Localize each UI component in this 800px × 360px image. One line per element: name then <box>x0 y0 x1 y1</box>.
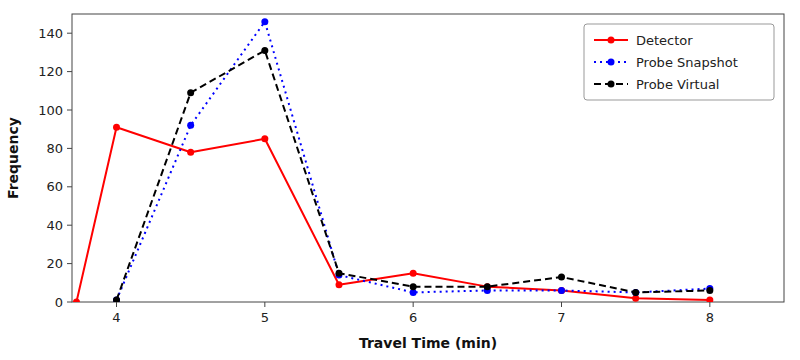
data-point <box>113 297 120 302</box>
data-point <box>632 289 639 296</box>
y-tick-label: 40 <box>46 218 63 233</box>
plot-frame <box>72 14 784 302</box>
data-point <box>484 283 491 290</box>
x-axis: 4 5 6 7 8 <box>112 302 714 325</box>
y-tick <box>67 110 72 111</box>
data-point <box>706 287 713 294</box>
series-line <box>76 127 709 302</box>
data-point <box>336 270 343 277</box>
data-point <box>261 135 268 142</box>
legend-marker <box>608 59 615 66</box>
x-tick <box>561 302 562 307</box>
x-tick-label: 4 <box>112 310 120 325</box>
legend-label: Probe Virtual <box>636 77 719 92</box>
data-point <box>187 89 194 96</box>
legend-box <box>584 24 774 100</box>
y-tick-label: 140 <box>38 26 63 41</box>
data-point <box>261 18 268 25</box>
x-tick <box>116 302 117 307</box>
x-tick-label: 5 <box>261 310 269 325</box>
data-point <box>73 299 80 303</box>
legend-label: Detector <box>636 33 693 48</box>
data-point <box>558 274 565 281</box>
y-axis-label: Frequency <box>5 117 21 199</box>
y-tick-label: 20 <box>46 256 63 271</box>
x-tick <box>413 302 414 307</box>
data-point <box>261 47 268 54</box>
y-tick-label: 100 <box>38 103 63 118</box>
y-tick-label: 120 <box>38 64 63 79</box>
data-point <box>558 287 565 294</box>
x-axis-label: Travel Time (min) <box>359 335 497 351</box>
data-point <box>410 283 417 290</box>
y-tick <box>67 186 72 187</box>
chart: 45678020406080100120140Travel Time (min)… <box>0 0 800 360</box>
data-point <box>558 287 565 294</box>
legend-label: Probe Snapshot <box>636 55 738 70</box>
y-tick <box>67 33 72 34</box>
x-tick-label: 7 <box>557 310 565 325</box>
x-tick <box>264 302 265 307</box>
data-point <box>336 281 343 288</box>
data-point <box>706 297 713 302</box>
y-tick-label: 60 <box>46 179 63 194</box>
data-point <box>187 149 194 156</box>
data-point <box>410 270 417 277</box>
data-point <box>632 289 639 296</box>
legend-marker <box>608 81 615 88</box>
x-tick <box>709 302 710 307</box>
legend-marker <box>608 37 615 44</box>
y-tick <box>67 263 72 264</box>
y-tick <box>67 71 72 72</box>
y-tick <box>67 302 72 303</box>
legend: Detector Probe Snapshot Probe Virtual <box>584 24 774 100</box>
data-point <box>484 283 491 290</box>
x-tick-label: 6 <box>409 310 417 325</box>
y-tick-label: 80 <box>46 141 63 156</box>
data-point <box>113 297 120 302</box>
data-point <box>113 124 120 131</box>
data-point <box>187 122 194 129</box>
y-tick-label: 0 <box>55 295 63 310</box>
x-tick-label: 8 <box>706 310 714 325</box>
y-axis: 0 20 40 60 80 100 120 140 <box>38 26 72 310</box>
y-tick <box>67 148 72 149</box>
y-tick <box>67 225 72 226</box>
